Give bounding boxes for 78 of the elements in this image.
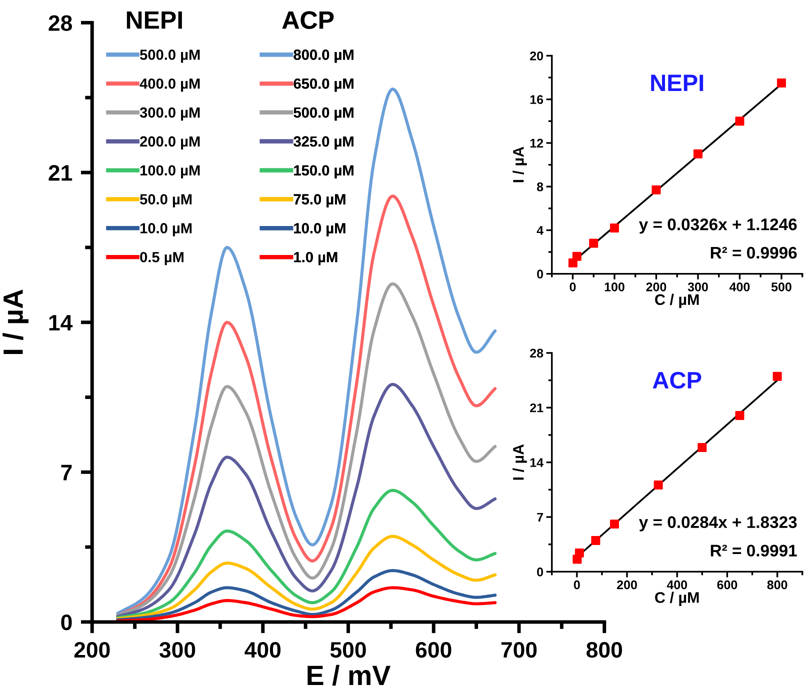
point [735, 116, 744, 126]
point [610, 520, 619, 529]
y-tick-label: 0 [61, 614, 72, 630]
x-tick-label: 800 [767, 580, 788, 590]
point [772, 372, 782, 381]
annotation: 10.0 µM [294, 223, 346, 236]
y-tick-label: 16 [530, 95, 544, 104]
point [610, 224, 619, 233]
annotation: 325.0 µM [294, 136, 354, 150]
annotation: 500.0 µM [294, 107, 354, 121]
y-tick-label: 21 [530, 403, 544, 412]
y-axis-title: I / µA [512, 444, 527, 480]
point [589, 238, 598, 248]
x-tick-label: 0 [570, 282, 576, 292]
y-tick-label: 14 [530, 458, 544, 467]
point [652, 185, 661, 194]
x-tick-label: 200 [617, 580, 637, 590]
x-tick-label: 800 [586, 642, 622, 658]
legend-label: 400.0 µM [140, 78, 200, 92]
annotation: R² = 0.9996 [710, 246, 797, 259]
legend-label: 50.0 µM [140, 194, 192, 208]
y-tick-label: 7 [61, 464, 72, 480]
point [572, 252, 582, 261]
point [591, 536, 600, 545]
annotation: 1.0 µM [294, 252, 338, 266]
annotation: 800.0 µM [294, 50, 354, 63]
x-tick-label: 200 [646, 282, 666, 292]
legend-label: 10.0 µM [140, 223, 192, 236]
text: ACP [652, 372, 702, 389]
text: NEPI [651, 74, 704, 92]
x-tick-label: 400 [666, 580, 688, 590]
y-tick-label: 20 [530, 52, 544, 60]
y-tick-label: 12 [530, 138, 544, 148]
annotation: 150.0 µM [294, 165, 354, 178]
x-tick-label: 200 [74, 642, 110, 658]
legend-label: 200.0 µM [140, 136, 200, 150]
x-tick-label: 400 [729, 282, 750, 292]
y-axis-title: I / µA [512, 146, 527, 182]
y-tick-label: 14 [49, 315, 73, 330]
annotation: 650.0 µM [294, 78, 354, 92]
y-tick-label: 0 [537, 270, 544, 278]
y-axis-title: I / µA [2, 290, 29, 354]
x-tick-label: 400 [244, 642, 280, 658]
annotation: NEPI [126, 11, 182, 29]
legend-label: 0.5 µM [140, 252, 184, 266]
x-tick-label: 300 [159, 642, 196, 658]
x-axis-title: E / mV [308, 664, 391, 686]
annotation: R² = 0.9991 [710, 544, 797, 557]
y-tick-label: 0 [537, 568, 544, 576]
point [574, 548, 584, 558]
x-tick-label: 0 [574, 580, 580, 590]
y-tick-label: 28 [530, 348, 544, 358]
x-tick-label: 300 [688, 282, 708, 292]
x-tick-label: 100 [604, 282, 624, 292]
point [698, 442, 707, 452]
y-tick-label: 21 [48, 165, 72, 181]
y-tick-label: 7 [537, 512, 543, 522]
annotation: y = 0.0326x + 1.1246 [638, 218, 797, 234]
y-tick-label: 4 [536, 226, 544, 235]
x-tick-label: 600 [416, 642, 452, 658]
x-axis-title: C / µM [655, 592, 699, 606]
x-tick-label: 500 [771, 282, 792, 292]
annotation: 75.0 µM [294, 194, 346, 208]
legend-label: 100.0 µM [140, 165, 200, 178]
x-tick-label: 700 [501, 642, 537, 658]
annotation: y = 0.0284x + 1.8323 [638, 516, 797, 532]
point [735, 410, 744, 420]
point [776, 78, 786, 88]
y-tick-label: 28 [48, 15, 72, 31]
point [654, 480, 663, 490]
y-tick-label: 8 [536, 182, 544, 192]
annotation: ACP [282, 11, 334, 29]
x-tick-label: 500 [330, 642, 366, 658]
legend-label: 500.0 µM [140, 50, 200, 63]
x-axis-title: C / µM [655, 294, 699, 308]
legend-label: 300.0 µM [140, 107, 200, 121]
x-tick-label: 600 [717, 580, 738, 590]
point [693, 149, 702, 158]
